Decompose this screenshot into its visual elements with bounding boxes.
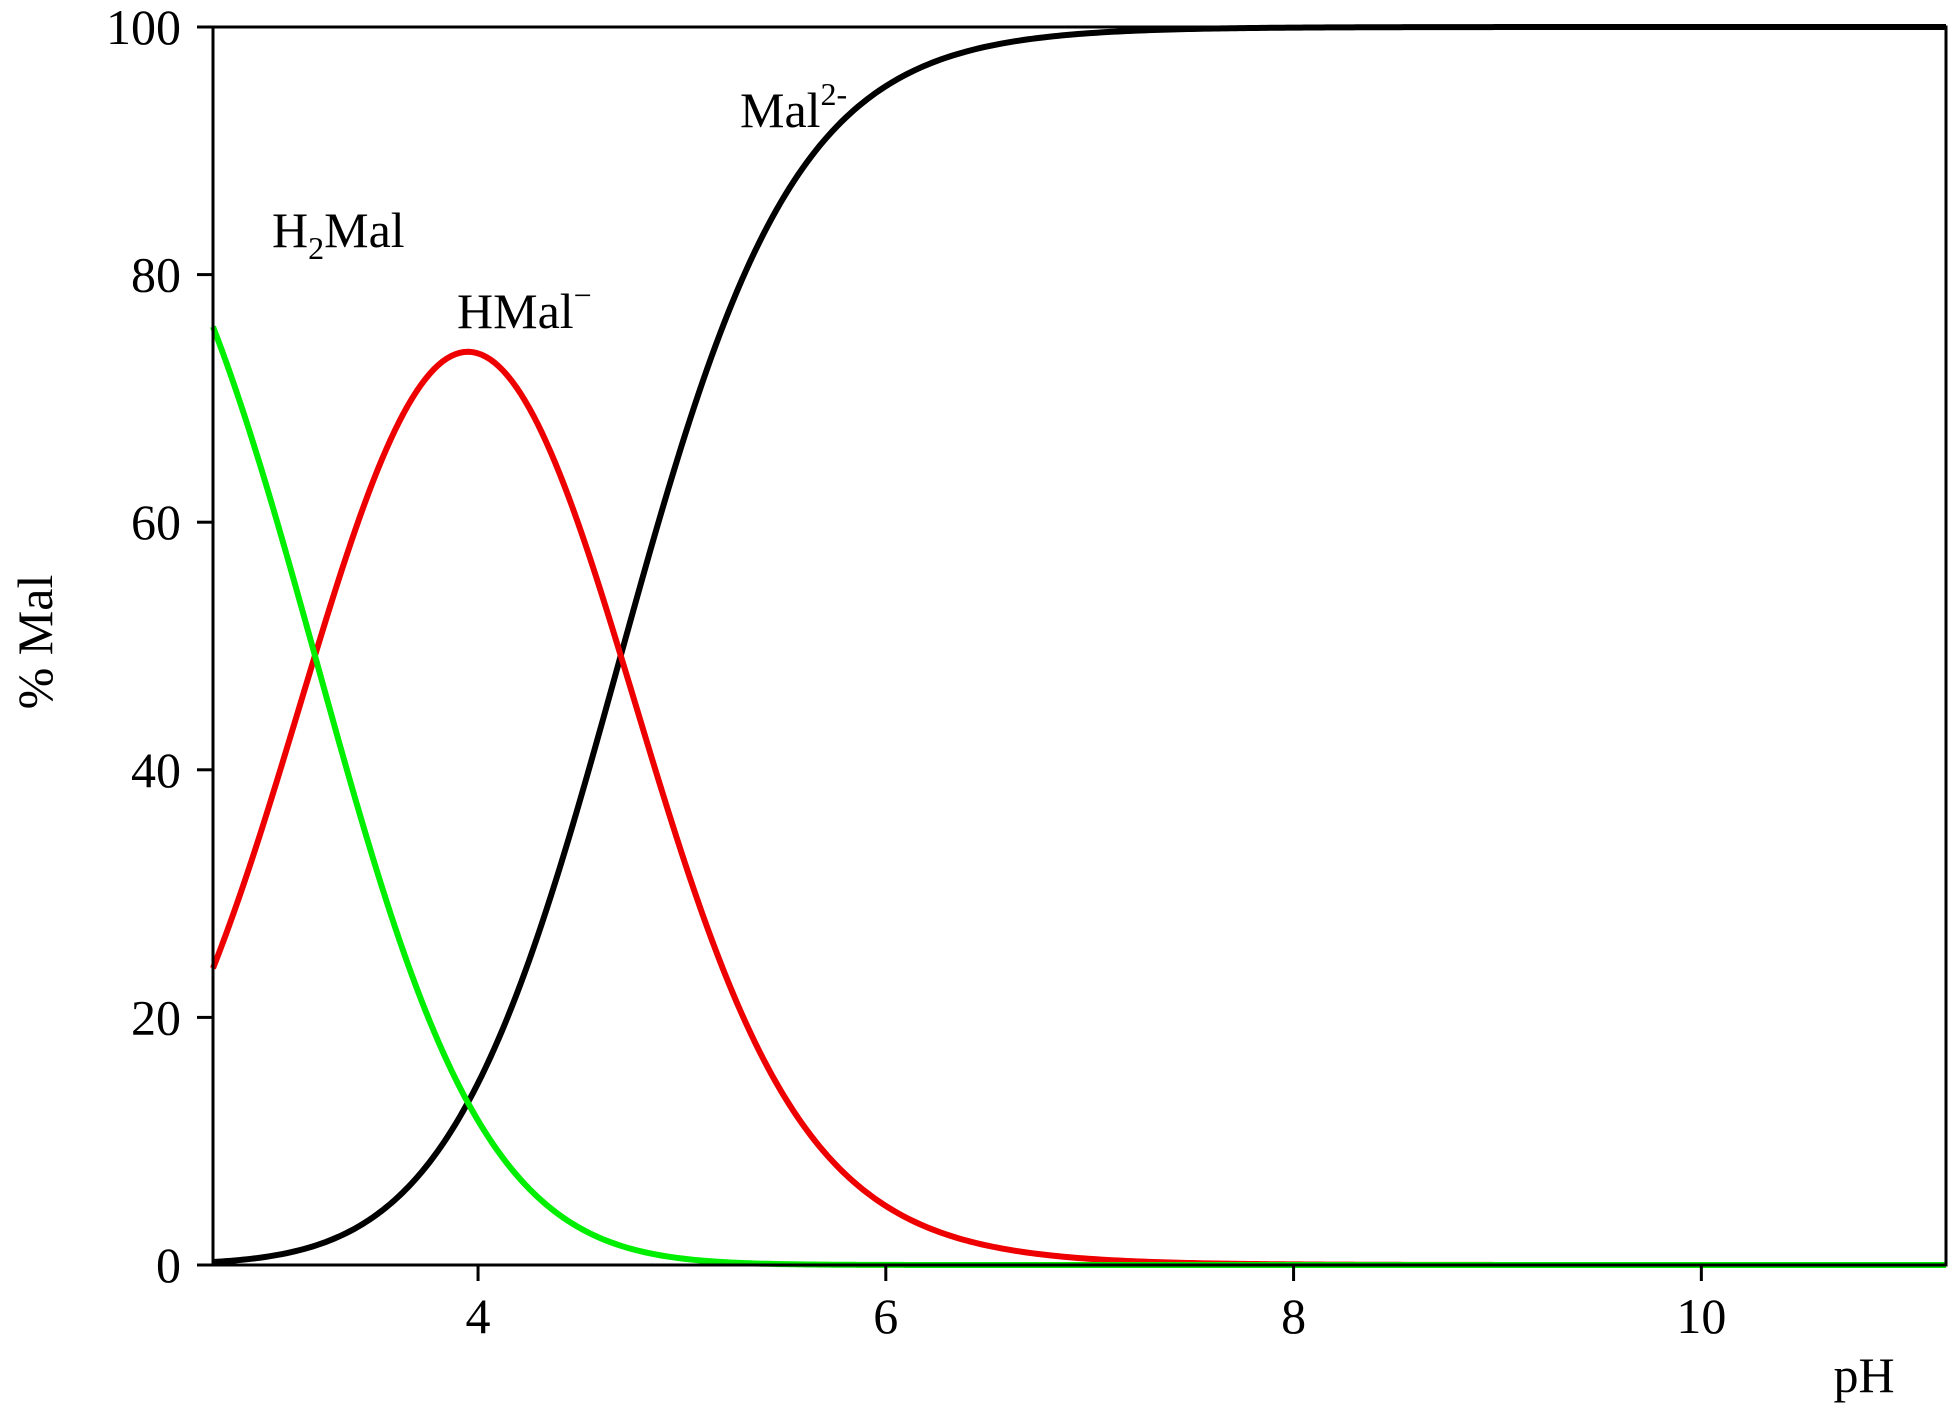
series-line-HMal- — [210, 348, 1946, 1268]
y-tick-label: 40 — [131, 742, 181, 798]
x-tick-label: 8 — [1281, 1288, 1306, 1344]
x-axis-label: pH — [1833, 1347, 1894, 1403]
y-tick-label: 80 — [131, 247, 181, 303]
plot-frame — [211, 25, 1948, 1267]
series-line-H2Mal — [210, 325, 1946, 1268]
x-axis-ticks: 4 6 8 10 — [466, 1265, 1726, 1344]
y-axis-ticks: 0 20 40 60 80 100 — [106, 0, 213, 1293]
series-curves — [210, 24, 1946, 1268]
x-tick-label: 10 — [1676, 1288, 1726, 1344]
x-tick-label: 4 — [466, 1288, 491, 1344]
series-label-HMal-: HMal− — [457, 277, 592, 339]
x-tick-label: 6 — [873, 1288, 898, 1344]
y-tick-label: 60 — [131, 494, 181, 550]
y-axis-label: % Mal — [7, 575, 63, 710]
series-label-H2Mal: H2Mal — [272, 202, 405, 266]
y-tick-label: 100 — [106, 0, 181, 55]
y-tick-label: 20 — [131, 989, 181, 1045]
series-labels: H2Mal HMal− Mal2- — [272, 76, 847, 339]
y-tick-label: 0 — [156, 1237, 181, 1293]
series-line-Mal2- — [212, 24, 1946, 1266]
series-label-Mal2-: Mal2- — [740, 76, 847, 138]
